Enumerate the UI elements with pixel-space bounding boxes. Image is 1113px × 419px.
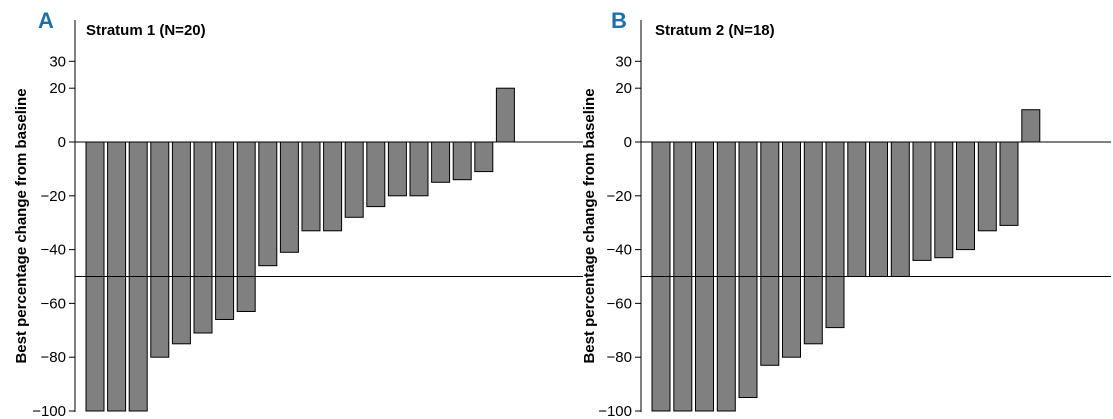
- bar-b-8: [803, 141, 823, 345]
- y-ticks-a: 30 20 0 −20 −40 −60 −80 −100: [32, 20, 76, 419]
- y-tick-label-a: 20: [49, 80, 66, 97]
- bars-b: [651, 109, 1041, 412]
- y-tick-label-b: −100: [598, 403, 632, 419]
- y-tick-label-b: −40: [607, 242, 632, 259]
- y-tick-label-a: −80: [41, 349, 66, 366]
- bar-b-14: [934, 141, 954, 259]
- bar-a-19: [474, 141, 494, 173]
- y-tick-label-b: −20: [607, 188, 632, 205]
- bar-a-8: [236, 141, 256, 312]
- bar-a-5: [171, 141, 191, 345]
- bar-b-10: [847, 141, 867, 277]
- bar-a-16: [409, 141, 429, 197]
- bar-b-15: [956, 141, 975, 251]
- bar-a-17: [431, 141, 451, 183]
- y-ticks-b: 30 20 0 −20 −40 −60 −80 −100: [598, 20, 642, 419]
- panel-b: B Stratum 2 (N=18) Best percentage chang…: [581, 8, 1111, 419]
- bar-b-5: [738, 141, 758, 398]
- panel-title-b: Stratum 2 (N=18): [655, 22, 775, 39]
- y-axis-label-b: Best percentage change from baseline: [581, 88, 598, 363]
- panel-letter-b: B: [611, 8, 627, 33]
- bar-a-15: [387, 141, 407, 197]
- y-tick-label-b: 0: [624, 134, 632, 151]
- y-tick-label-a: −60: [41, 295, 66, 312]
- bar-b-11: [869, 141, 888, 277]
- y-tick-label-a: −100: [32, 403, 66, 419]
- lines-a: [75, 141, 583, 277]
- bar-a-12: [323, 141, 343, 232]
- bar-a-18: [452, 141, 472, 181]
- y-tick-label-a: −40: [41, 242, 66, 259]
- y-axis-label-a: Best percentage change from baseline: [13, 88, 30, 363]
- bars-a: [85, 87, 515, 412]
- bar-b-9: [825, 141, 845, 329]
- y-tick-label-b: −60: [607, 295, 632, 312]
- y-tick-label-b: −80: [607, 349, 632, 366]
- bar-b-18: [1021, 109, 1041, 143]
- bar-b-13: [912, 141, 932, 261]
- panel-letter-a: A: [38, 8, 54, 33]
- bar-b-12: [890, 141, 910, 277]
- y-tick-label-a: −20: [41, 188, 66, 205]
- bar-b-7: [782, 141, 801, 358]
- y-tick-label-a: 0: [58, 134, 66, 151]
- y-tick-label-b: 30: [615, 53, 632, 70]
- bar-a-11: [301, 141, 321, 232]
- y-tick-label-b: 20: [615, 80, 632, 97]
- lines-b: [641, 141, 1111, 277]
- bar-a-20: [495, 87, 515, 143]
- bar-a-10: [279, 141, 299, 253]
- bar-a-6: [193, 141, 213, 334]
- panel-title-a: Stratum 1 (N=20): [86, 22, 206, 39]
- bar-a-7: [215, 141, 235, 320]
- y-tick-label-a: 30: [49, 53, 66, 70]
- panel-a: A Stratum 1 (N=20) Best percentage chang…: [13, 8, 583, 419]
- bar-b-6: [760, 141, 780, 366]
- bar-a-9: [258, 141, 278, 267]
- bar-a-4: [150, 141, 170, 358]
- bar-a-14: [366, 141, 386, 208]
- bar-b-16: [977, 141, 997, 232]
- bar-a-13: [344, 141, 364, 218]
- bar-b-17: [999, 141, 1019, 226]
